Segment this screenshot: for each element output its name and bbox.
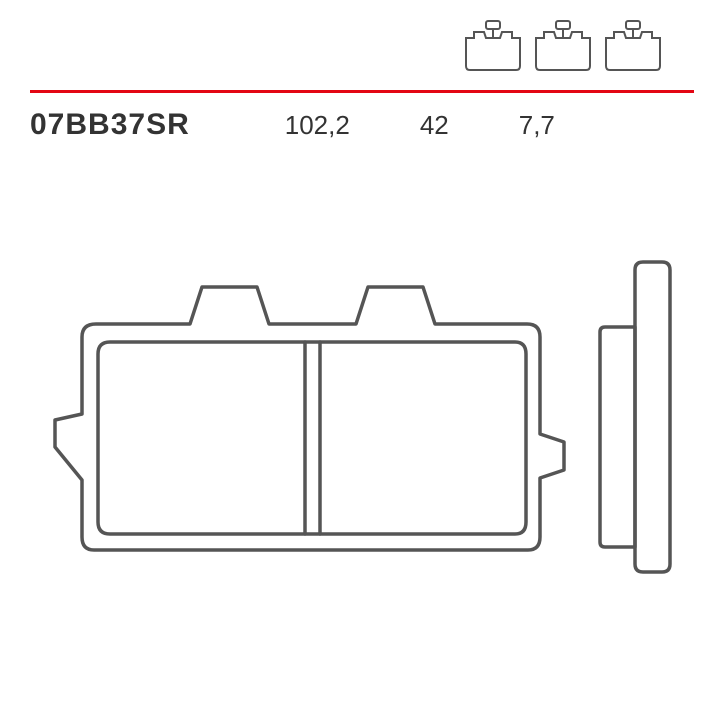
dimension-values: 102,2 42 7,7 [285,110,555,141]
front-view-outer-contour [55,287,564,550]
dimension-legend-icons [462,18,664,74]
brake-pad-width-icon [462,18,524,74]
side-view-backing-plate [635,262,670,572]
header-divider [30,90,694,93]
front-view-friction-surface [98,342,526,534]
brake-pad-height-icon [532,18,594,74]
specification-row: 07BB37SR 102,2 42 7,7 [30,108,694,142]
dimension-thickness-value: 7,7 [519,110,555,141]
dimension-width-value: 102,2 [285,110,350,141]
brake-pad-thickness-icon [602,18,664,74]
side-view-friction-material [600,327,635,547]
dimension-height-value: 42 [420,110,449,141]
part-number: 07BB37SR [30,108,190,142]
technical-drawing [30,200,694,684]
brake-pad-drawing-svg [30,200,694,684]
